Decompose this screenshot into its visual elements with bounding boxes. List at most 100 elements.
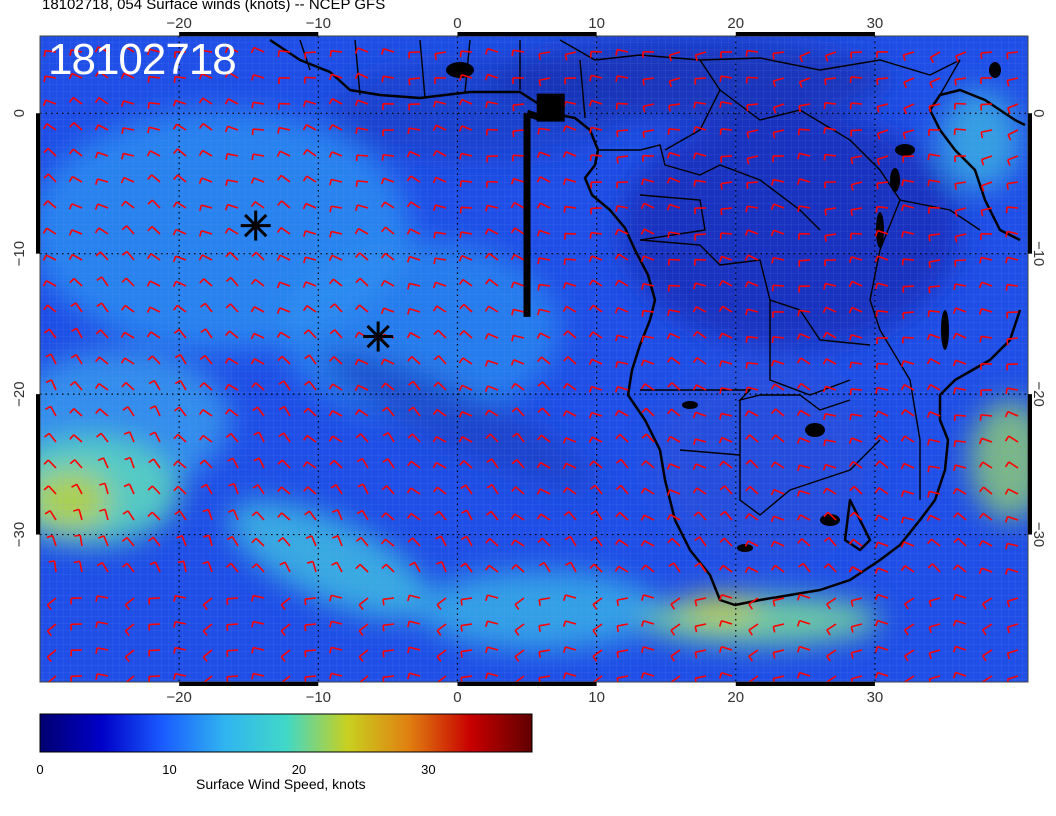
wind-barb [615, 360, 629, 368]
wind-barb [148, 623, 161, 631]
wind-barb [592, 623, 603, 636]
lon-tick-label-top: −20 [166, 15, 191, 32]
wind-barb [124, 623, 135, 637]
wind-barb [641, 433, 655, 443]
wind-barb [174, 379, 187, 391]
wind-barb [874, 541, 889, 549]
wind-barb [668, 562, 681, 573]
wind-barb [173, 174, 187, 183]
wind-barb [354, 72, 369, 80]
colorbar-tick-label: 30 [421, 762, 436, 777]
wind-barb [251, 101, 265, 109]
wind-barb [123, 431, 135, 443]
wind-barb [876, 103, 889, 113]
wind-barb [432, 408, 447, 417]
wind-barb [799, 51, 811, 63]
wind-barb [459, 152, 473, 160]
wind-barb [666, 489, 681, 496]
wind-barb [94, 151, 109, 159]
wind-barb [562, 462, 577, 470]
wind-barb [746, 103, 759, 112]
lat-tick-label-left: −30 [11, 522, 28, 547]
wind-barb [693, 282, 707, 290]
wind-barb [745, 361, 759, 369]
wind-barb [252, 406, 265, 417]
wind-barb [330, 484, 343, 495]
wind-barb [536, 461, 551, 469]
wind-barb [514, 675, 525, 682]
wind-barb [458, 98, 473, 106]
lon-tick-label-bottom: −20 [166, 689, 191, 706]
wind-barb [640, 487, 655, 495]
wind-barb [304, 675, 317, 682]
wind-barb [824, 207, 837, 216]
wind-barb [122, 406, 135, 417]
wind-barb [590, 207, 603, 215]
wind-barb [173, 148, 187, 157]
wind-barb [929, 51, 941, 64]
wind-barb [146, 150, 161, 157]
wind-barb [328, 435, 343, 443]
wind-barb [277, 102, 291, 110]
wind-barb [849, 485, 863, 495]
wind-barb [174, 406, 187, 417]
wind-barb [120, 72, 135, 79]
wind-barb [305, 535, 317, 547]
wind-barb [432, 176, 447, 184]
wind-barb [694, 562, 707, 573]
wind-barb [251, 672, 265, 680]
lat-tick-label-left: −20 [11, 381, 28, 406]
wind-barb [303, 76, 317, 84]
wind-barb [979, 256, 993, 264]
wind-barb [510, 513, 525, 521]
wind-barb [615, 102, 629, 110]
wind-barb [44, 510, 57, 521]
markers [240, 93, 565, 352]
wind-barb [276, 307, 291, 314]
wind-barb [304, 597, 317, 606]
wind-barb [666, 435, 681, 443]
wind-barb [146, 253, 161, 261]
wind-barb [614, 306, 629, 314]
wind-barb [563, 620, 577, 627]
wind-barb [252, 484, 265, 495]
wind-barb [514, 623, 525, 636]
wind-barb [70, 353, 83, 365]
wind-barb [615, 433, 629, 443]
wind-barb [485, 537, 499, 547]
wind-barb [432, 124, 447, 132]
wind-barb [94, 70, 109, 79]
wind-barb [484, 385, 499, 392]
wind-barb [514, 597, 525, 610]
wind-barb [980, 51, 993, 60]
wind-barb [928, 259, 941, 269]
wind-barb [46, 623, 57, 637]
wind-barb [407, 620, 421, 628]
wind-barb [718, 360, 733, 367]
wind-barb [46, 534, 57, 547]
wind-barb [746, 155, 759, 165]
wind-barb [798, 77, 811, 88]
wind-barb [588, 304, 603, 313]
wind-barb [68, 229, 83, 236]
axis-tick-bar [36, 394, 40, 535]
wind-barb [277, 355, 291, 365]
wind-barb [901, 179, 915, 187]
wind-barb [199, 382, 213, 391]
wind-barb [745, 76, 759, 84]
wind-barb [797, 205, 811, 213]
wind-barb [382, 649, 395, 658]
wind-barb [537, 308, 551, 316]
wind-barb [225, 251, 239, 261]
wind-barb [224, 98, 239, 105]
wind-barb [562, 437, 577, 444]
colorbar-tick-label: 0 [36, 762, 44, 777]
wind-barb [224, 71, 239, 79]
wind-barb [407, 282, 421, 290]
wind-barb [120, 357, 135, 365]
wind-barb [874, 487, 889, 495]
wind-barb [770, 540, 785, 548]
wind-barb [198, 97, 213, 105]
wind-barb [563, 356, 577, 365]
wind-barb [718, 645, 733, 653]
